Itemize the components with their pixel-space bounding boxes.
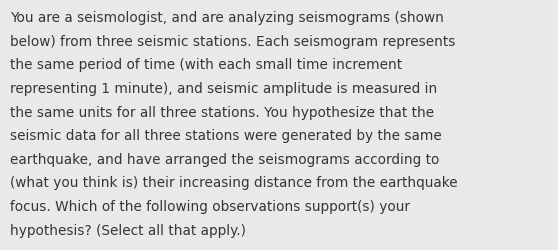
- Text: representing 1 minute), and seismic amplitude is measured in: representing 1 minute), and seismic ampl…: [10, 82, 437, 96]
- Text: seismic data for all three stations were generated by the same: seismic data for all three stations were…: [10, 129, 442, 143]
- Text: below) from three seismic stations. Each seismogram represents: below) from three seismic stations. Each…: [10, 35, 455, 49]
- Text: earthquake, and have arranged the seismograms according to: earthquake, and have arranged the seismo…: [10, 152, 439, 166]
- Text: the same units for all three stations. You hypothesize that the: the same units for all three stations. Y…: [10, 105, 434, 119]
- Text: the same period of time (with each small time increment: the same period of time (with each small…: [10, 58, 402, 72]
- Text: focus. Which of the following observations support(s) your: focus. Which of the following observatio…: [10, 199, 410, 213]
- Text: You are a seismologist, and are analyzing seismograms (shown: You are a seismologist, and are analyzin…: [10, 11, 444, 25]
- Text: hypothesis? (Select all that apply.): hypothesis? (Select all that apply.): [10, 223, 246, 237]
- Text: (what you think is) their increasing distance from the earthquake: (what you think is) their increasing dis…: [10, 176, 458, 190]
